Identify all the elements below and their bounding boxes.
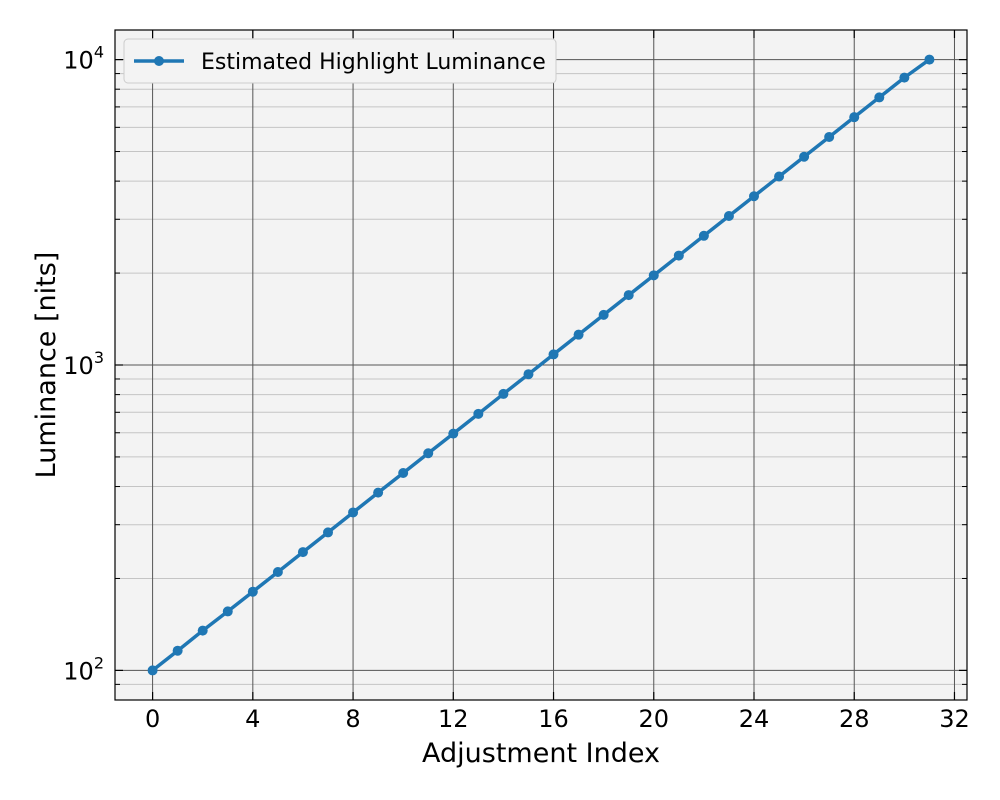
data-point — [498, 388, 509, 399]
data-point — [849, 112, 860, 123]
data-point — [423, 448, 434, 459]
x-tick-label: 28 — [839, 705, 870, 733]
data-point — [874, 92, 885, 103]
data-point — [473, 408, 484, 419]
tick-marks — [115, 30, 967, 701]
data-point — [924, 54, 935, 65]
y-tick-labels: 102 103 104 — [63, 43, 104, 686]
x-tick-label: 12 — [438, 705, 469, 733]
data-point — [448, 428, 459, 439]
data-point — [323, 527, 333, 538]
data-point — [648, 270, 659, 281]
x-axis-label: Adjustment Index — [422, 738, 660, 769]
data-point — [348, 507, 359, 518]
data-point — [749, 191, 759, 202]
data-point — [172, 645, 183, 656]
x-tick-label: 8 — [345, 705, 360, 733]
data-point — [899, 72, 910, 83]
legend-marker-swatch — [154, 56, 164, 66]
x-tick-label: 24 — [739, 705, 770, 733]
data-point — [623, 290, 634, 301]
data-point — [573, 329, 584, 340]
legend-box — [123, 38, 557, 84]
data-point — [723, 211, 734, 222]
data-point — [523, 369, 534, 380]
data-point — [297, 547, 308, 558]
series-line — [151, 58, 931, 672]
data-point — [673, 250, 684, 261]
data-point — [147, 665, 158, 676]
legend-label: Estimated Highlight Luminance — [201, 50, 546, 75]
data-point — [272, 566, 283, 577]
data-point — [247, 586, 258, 597]
data-point — [824, 131, 835, 142]
x-tick-label: 0 — [145, 705, 160, 733]
y-axis-label: Luminance [nits] — [31, 252, 62, 479]
legend: Estimated Highlight Luminance — [123, 38, 557, 84]
data-point — [598, 309, 609, 320]
data-point — [799, 151, 810, 162]
series-layer — [147, 54, 935, 676]
y-tick-label: 104 — [63, 43, 104, 75]
data-point — [222, 606, 233, 617]
data-point — [548, 349, 559, 360]
data-point — [373, 487, 384, 498]
data-point — [398, 467, 409, 478]
data-point — [197, 625, 208, 636]
data-point — [698, 230, 709, 241]
data-point — [774, 171, 785, 182]
y-tick-label: 102 — [63, 653, 104, 685]
x-tick-label: 32 — [939, 705, 970, 733]
x-tick-labels: 0 4 8 12 16 20 24 28 32 — [145, 705, 970, 733]
x-tick-label: 16 — [538, 705, 569, 733]
y-tick-label: 103 — [63, 348, 104, 380]
plot-frame — [114, 29, 968, 701]
x-tick-label: 4 — [245, 705, 260, 733]
x-tick-label: 20 — [638, 705, 669, 733]
minor-grid — [115, 73, 967, 701]
